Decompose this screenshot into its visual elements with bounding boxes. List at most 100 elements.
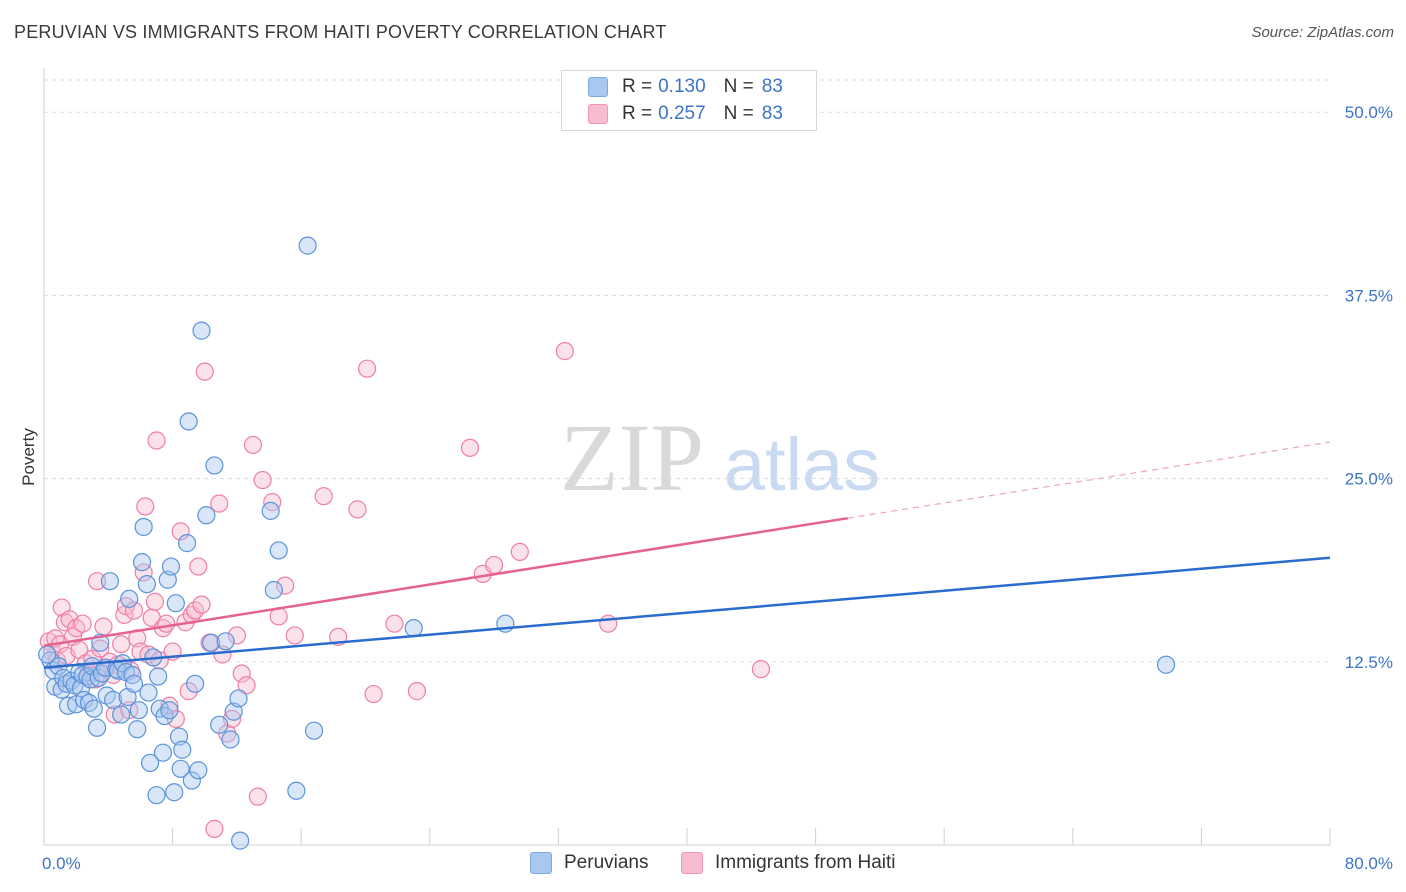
data-point xyxy=(285,626,304,645)
data-point xyxy=(385,614,404,633)
watermark: ZIP atlas xyxy=(560,404,880,511)
data-point xyxy=(160,701,179,720)
legend-n-value: 83 xyxy=(761,103,783,124)
watermark-zip: ZIP xyxy=(560,404,704,511)
data-point xyxy=(149,667,168,686)
data-point xyxy=(253,470,272,490)
data-point xyxy=(407,682,427,701)
trend-line-peruvians xyxy=(43,556,1331,669)
data-point xyxy=(231,831,250,850)
data-point xyxy=(84,699,103,718)
data-point xyxy=(171,522,190,541)
data-point xyxy=(348,500,367,519)
data-point xyxy=(157,614,176,633)
data-point xyxy=(189,761,208,780)
data-point xyxy=(510,542,529,561)
data-point xyxy=(287,781,306,800)
axes xyxy=(43,68,1331,846)
legend-row-haiti: R = 0.257 N = 83 xyxy=(588,102,783,126)
data-point xyxy=(197,506,216,525)
data-point xyxy=(161,557,181,576)
data-point xyxy=(73,614,92,633)
data-point xyxy=(87,572,107,591)
y-tick-label: 25.0% xyxy=(1345,470,1393,489)
data-point xyxy=(179,682,198,701)
data-point xyxy=(195,362,214,381)
data-point xyxy=(189,557,208,576)
bottom-legend: Peruvians Immigrants from Haiti xyxy=(0,852,1406,876)
data-point xyxy=(358,359,377,378)
chart-title: PERUVIAN VS IMMIGRANTS FROM HAITI POVERT… xyxy=(14,22,667,42)
bottom-legend-swatch-peruvians xyxy=(530,852,552,874)
data-point xyxy=(153,743,173,762)
data-point xyxy=(202,633,221,652)
data-point xyxy=(460,438,480,457)
data-point xyxy=(210,715,229,734)
source-label: Source: ZipAtlas.com xyxy=(1251,24,1394,41)
bottom-legend-peruvians: Peruvians xyxy=(530,852,649,874)
tick-labels: 12.5% 25.0% 37.5% 50.0% 0.0% 80.0% xyxy=(42,103,1393,873)
data-point xyxy=(404,619,423,638)
data-point xyxy=(147,786,166,805)
x-tick-label: 80.0% xyxy=(1345,854,1393,873)
trend-lines xyxy=(43,441,1331,669)
data-point xyxy=(261,501,280,520)
data-point xyxy=(314,487,333,506)
data-point xyxy=(128,720,147,739)
data-point xyxy=(105,705,124,724)
data-point xyxy=(132,553,152,572)
trend-line-haiti xyxy=(43,516,848,647)
data-point xyxy=(182,771,201,790)
bottom-legend-swatch-haiti xyxy=(681,852,703,874)
data-point xyxy=(87,718,107,737)
data-point xyxy=(166,594,185,613)
data-point xyxy=(248,787,267,806)
data-point xyxy=(229,689,248,708)
data-point xyxy=(192,595,211,614)
data-point xyxy=(179,412,198,431)
data-point xyxy=(269,541,288,560)
y-axis-label: Poverty xyxy=(19,428,38,486)
legend: R = 0.130 N = 83 R = 0.257 N = 83 xyxy=(561,70,817,131)
bottom-legend-label: Immigrants from Haiti xyxy=(715,852,896,873)
data-point xyxy=(140,753,160,773)
data-point xyxy=(55,613,74,632)
legend-r-value: 0.257 xyxy=(658,103,706,124)
data-point xyxy=(304,721,324,740)
data-point xyxy=(364,684,383,704)
data-point xyxy=(79,693,99,712)
data-point xyxy=(171,759,190,778)
data-point xyxy=(243,435,263,455)
data-point xyxy=(485,555,504,575)
data-point xyxy=(186,674,205,693)
x-tick-label: 0.0% xyxy=(42,854,81,873)
data-point xyxy=(120,589,139,608)
data-point xyxy=(139,683,158,702)
data-point xyxy=(555,342,574,361)
data-point xyxy=(227,626,246,645)
data-point xyxy=(173,740,192,759)
data-point xyxy=(165,783,184,802)
data-point xyxy=(276,576,295,595)
legend-r-label: R = xyxy=(622,103,653,124)
data-point xyxy=(237,676,256,695)
data-point xyxy=(210,494,229,513)
legend-r-value: 0.130 xyxy=(658,76,706,97)
data-point xyxy=(112,635,131,654)
y-tick-label: 37.5% xyxy=(1345,286,1393,305)
legend-swatch-peruvians xyxy=(588,77,608,97)
data-point xyxy=(94,617,113,636)
legend-row-peruvians: R = 0.130 N = 83 xyxy=(588,75,783,99)
data-point xyxy=(205,819,224,838)
bottom-legend-label: Peruvians xyxy=(564,852,649,873)
data-point xyxy=(145,592,165,611)
data-point xyxy=(137,575,156,594)
data-point xyxy=(155,706,174,726)
data-point xyxy=(91,639,110,658)
data-point xyxy=(124,674,144,693)
legend-n-label: N = xyxy=(723,103,754,124)
data-point xyxy=(112,705,131,724)
data-point xyxy=(124,601,144,620)
data-point xyxy=(221,730,240,749)
peruvian-points xyxy=(38,236,1176,850)
